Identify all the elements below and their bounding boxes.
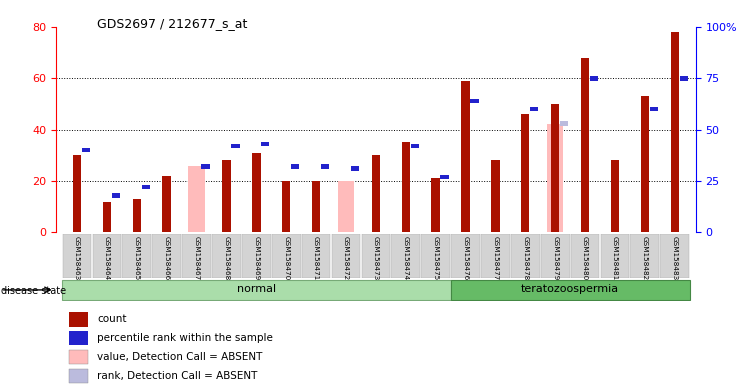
Bar [547, 124, 563, 232]
Bar [581, 58, 589, 232]
Bar [282, 181, 290, 232]
Text: GSM158468: GSM158468 [224, 235, 230, 280]
Bar [291, 164, 299, 169]
Bar [640, 96, 649, 232]
Bar [351, 166, 359, 171]
FancyBboxPatch shape [301, 234, 331, 278]
FancyBboxPatch shape [93, 234, 121, 278]
Bar [261, 142, 269, 146]
Bar [82, 148, 91, 152]
Text: GSM158483: GSM158483 [672, 235, 678, 280]
FancyBboxPatch shape [212, 234, 241, 278]
FancyBboxPatch shape [511, 234, 539, 278]
Bar [252, 153, 260, 232]
Bar [470, 99, 479, 103]
Bar [69, 331, 88, 346]
FancyBboxPatch shape [660, 234, 689, 278]
FancyBboxPatch shape [242, 234, 271, 278]
Text: disease state: disease state [1, 286, 66, 296]
Text: GSM158476: GSM158476 [462, 235, 468, 280]
Text: GSM158472: GSM158472 [343, 235, 349, 280]
Bar [351, 166, 359, 171]
Text: percentile rank within the sample: percentile rank within the sample [97, 333, 273, 343]
Text: GSM158466: GSM158466 [164, 235, 170, 280]
FancyBboxPatch shape [153, 234, 181, 278]
Text: GSM158465: GSM158465 [134, 235, 140, 280]
Bar [141, 185, 150, 189]
FancyBboxPatch shape [331, 234, 361, 278]
Text: GSM158474: GSM158474 [402, 235, 408, 280]
Bar [69, 369, 88, 383]
Bar [441, 175, 449, 179]
FancyBboxPatch shape [451, 234, 480, 278]
Text: normal: normal [237, 285, 276, 295]
FancyBboxPatch shape [541, 234, 569, 278]
FancyBboxPatch shape [481, 234, 509, 278]
FancyBboxPatch shape [272, 234, 301, 278]
Bar [551, 104, 560, 232]
FancyBboxPatch shape [450, 280, 690, 300]
Bar [69, 312, 88, 326]
Text: GSM158467: GSM158467 [194, 235, 200, 280]
Bar [111, 193, 120, 198]
Text: GSM158475: GSM158475 [432, 235, 438, 280]
Text: teratozoospermia: teratozoospermia [521, 285, 619, 295]
FancyBboxPatch shape [571, 234, 599, 278]
Text: GSM158479: GSM158479 [552, 235, 558, 280]
Text: GSM158464: GSM158464 [104, 235, 110, 280]
Text: GSM158471: GSM158471 [313, 235, 319, 280]
Bar [201, 164, 209, 169]
FancyBboxPatch shape [421, 234, 450, 278]
Text: value, Detection Call = ABSENT: value, Detection Call = ABSENT [97, 352, 263, 362]
Bar [670, 32, 679, 232]
Bar [560, 121, 568, 126]
FancyBboxPatch shape [183, 234, 211, 278]
FancyBboxPatch shape [631, 234, 659, 278]
FancyBboxPatch shape [62, 280, 450, 300]
Bar [73, 155, 82, 232]
Bar [312, 181, 320, 232]
Text: GSM158482: GSM158482 [642, 235, 648, 280]
FancyBboxPatch shape [63, 234, 91, 278]
Text: GSM158480: GSM158480 [582, 235, 588, 280]
Text: rank, Detection Call = ABSENT: rank, Detection Call = ABSENT [97, 371, 258, 381]
Text: GDS2697 / 212677_s_at: GDS2697 / 212677_s_at [97, 17, 248, 30]
Text: GSM158473: GSM158473 [373, 235, 379, 280]
Bar [102, 202, 111, 232]
Bar [162, 176, 171, 232]
Bar [432, 179, 440, 232]
Bar [611, 161, 619, 232]
Bar [491, 161, 500, 232]
FancyBboxPatch shape [361, 234, 390, 278]
Text: GSM158478: GSM158478 [522, 235, 528, 280]
Bar [321, 164, 329, 169]
Bar [530, 107, 539, 111]
Bar [462, 81, 470, 232]
FancyBboxPatch shape [123, 234, 151, 278]
Bar [201, 164, 209, 169]
Bar [679, 76, 688, 81]
FancyBboxPatch shape [601, 234, 629, 278]
Bar [649, 107, 658, 111]
Text: GSM158469: GSM158469 [254, 235, 260, 280]
Bar [132, 199, 141, 232]
Bar [188, 166, 205, 232]
Bar [402, 142, 410, 232]
Text: GSM158481: GSM158481 [612, 235, 618, 280]
Bar [69, 350, 88, 364]
Text: GSM158463: GSM158463 [74, 235, 80, 280]
Bar [590, 76, 598, 81]
Bar [521, 114, 530, 232]
Bar [372, 155, 380, 232]
FancyBboxPatch shape [391, 234, 420, 278]
Text: GSM158470: GSM158470 [283, 235, 289, 280]
Text: count: count [97, 314, 127, 324]
Bar [222, 161, 230, 232]
Bar [338, 181, 355, 232]
Bar [231, 144, 239, 148]
Bar [411, 144, 419, 148]
Text: GSM158477: GSM158477 [492, 235, 498, 280]
